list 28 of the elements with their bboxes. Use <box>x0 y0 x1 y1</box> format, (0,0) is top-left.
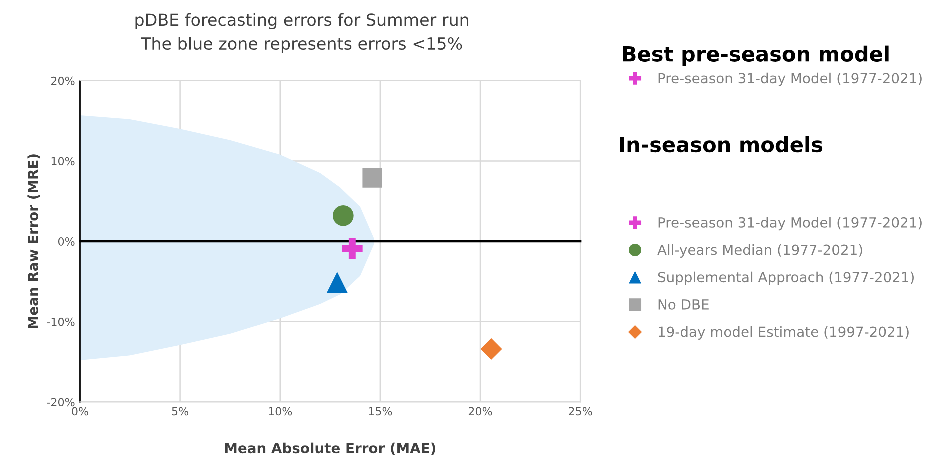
legend-title: Best pre-season model <box>623 46 889 66</box>
x-tick-label: 0% <box>72 407 88 416</box>
x-tick-label: 15% <box>369 407 392 416</box>
text: In-season models <box>620 136 823 153</box>
point <box>362 168 382 188</box>
point <box>342 238 363 260</box>
x-tick-label: 20% <box>468 407 492 416</box>
y-tick-label: 0% <box>58 238 75 246</box>
y-tick-label: 20% <box>51 76 75 86</box>
y-tick-label: -10% <box>47 318 75 326</box>
text: Pre-season 31-day Model (1977-2021) <box>658 72 922 86</box>
x-tick-label: 5% <box>172 407 189 416</box>
x-tick-label: 10% <box>269 407 292 416</box>
legend-label: Pre-season 31-day Model (1977-2021) <box>658 217 922 231</box>
point <box>480 338 502 360</box>
chart-subtitle: The blue zone represents errors <15% <box>140 37 462 54</box>
legend-label: Supplemental Approach (1977-2021) <box>658 272 914 286</box>
legend-label: No DBE <box>658 300 709 310</box>
y-tick-label: 10% <box>52 157 75 166</box>
point <box>326 272 348 293</box>
point <box>332 205 354 226</box>
legend-label: All-years Median (1977-2021) <box>658 244 862 258</box>
x-axis-title: Mean Absolute Error (MAE) <box>225 442 436 456</box>
chart-title: pDBE forecasting errors for Summer run <box>136 13 468 30</box>
legend-label: 19-day model Estimate (1997-2021) <box>659 326 909 340</box>
y-tick-label: -20% <box>47 398 75 407</box>
x-tick-label: 25% <box>569 407 592 416</box>
y-axis-title: Mean Raw Error (MRE) <box>28 154 40 328</box>
